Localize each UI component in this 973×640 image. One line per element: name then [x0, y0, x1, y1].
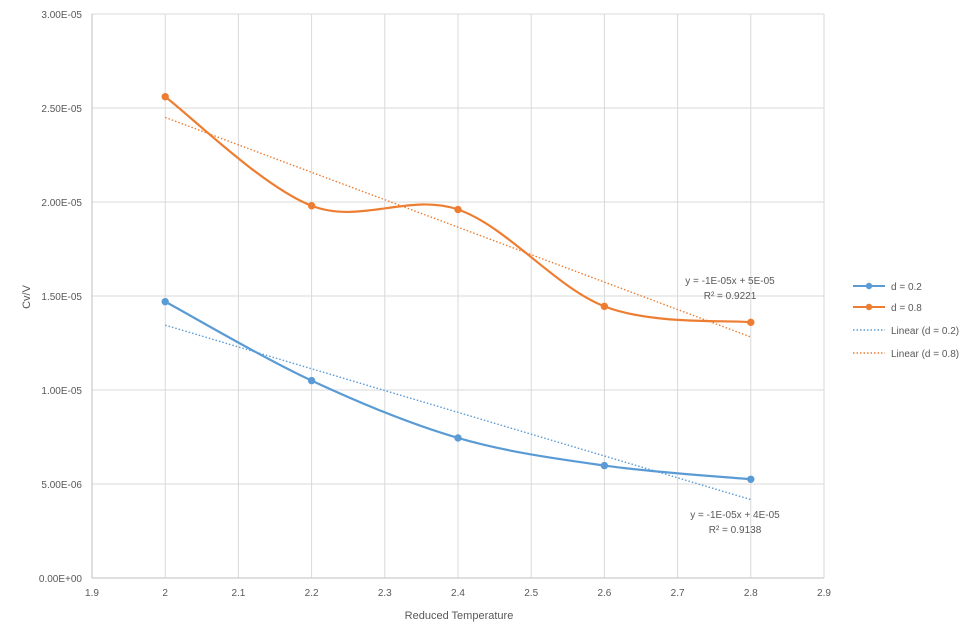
data-point-d-0-2: [161, 297, 169, 306]
y-tick-label: 2.50E-05: [41, 104, 82, 115]
y-tick-label: 0.00E+00: [39, 574, 83, 585]
x-axis-title: Reduced Temperature: [405, 610, 514, 622]
axes: 1.9 2 2.1 2.2 2.3 2.4 2.5 2.6 2.7 2.8 2.9 0.00E+00 5…: [39, 10, 831, 599]
trendline-equation-d-0-8: y = -1E-05x + 5E-05 R² = 0.9221: [685, 276, 775, 302]
data-point-d-0-2: [307, 376, 316, 385]
y-tick-label: 2.00E-05: [41, 198, 82, 209]
trendline-d-0-8: [164, 116, 752, 338]
trendline-r2-text: R² = 0.9221: [704, 291, 757, 302]
trendline-r2-text: R² = 0.9138: [709, 525, 762, 536]
x-tick-label: 2.8: [744, 588, 758, 599]
trendline-equation-text: y = -1E-05x + 5E-05: [685, 276, 775, 287]
legend-item-linear-d-0-2: Linear (d = 0.2): [853, 326, 959, 337]
x-tick-label: 2.7: [671, 588, 685, 599]
legend-item-d-0-2: d = 0.2: [853, 282, 922, 293]
data-point-d-0-8: [454, 205, 462, 214]
legend-swatch-marker: [865, 303, 873, 311]
data-point-d-0-2: [747, 475, 755, 483]
x-tick-label: 2.3: [378, 588, 392, 599]
data-point-d-0-8: [307, 202, 316, 210]
x-tick-label: 2.5: [524, 588, 538, 599]
y-tick-label: 1.50E-05: [41, 292, 82, 303]
series: [161, 93, 755, 483]
legend-item-linear-d-0-8: Linear (d = 0.8): [853, 349, 959, 360]
data-point-d-0-2: [600, 461, 609, 470]
data-point-d-0-2: [454, 434, 462, 442]
y-tick-label: 1.00E-05: [41, 386, 82, 397]
y-tick-label: 5.00E-06: [41, 480, 82, 491]
x-tick-label: 2.9: [817, 588, 831, 599]
trendline-equation-d-0-2: y = -1E-05x + 4E-05 R² = 0.9138: [690, 510, 780, 536]
legend-swatch-marker: [865, 282, 873, 290]
data-point-d-0-8: [161, 93, 169, 101]
legend: d = 0.2 d = 0.8 Linear (d = 0.2) Linear …: [853, 282, 959, 360]
x-tick-label: 2.1: [231, 588, 245, 599]
legend-label: Linear (d = 0.8): [891, 349, 959, 360]
x-tick-label: 2.6: [597, 588, 611, 599]
data-point-d-0-8: [747, 318, 755, 327]
x-tick-label: 1.9: [85, 588, 99, 599]
y-axis-title: Cv/V: [21, 284, 33, 309]
data-point-d-0-8: [600, 302, 609, 311]
x-tick-label: 2.2: [305, 588, 319, 599]
x-tick-label: 2: [162, 588, 168, 599]
legend-label: d = 0.8: [891, 303, 922, 314]
legend-label: Linear (d = 0.2): [891, 326, 959, 337]
y-tick-label: 3.00E-05: [41, 10, 82, 21]
trendline-d-0-2: [165, 324, 751, 501]
legend-item-d-0-8: d = 0.8: [853, 303, 922, 314]
x-tick-label: 2.4: [451, 588, 465, 599]
trendline-equation-text: y = -1E-05x + 4E-05: [690, 510, 780, 521]
legend-label: d = 0.2: [891, 282, 922, 293]
trendlines: [164, 116, 752, 501]
